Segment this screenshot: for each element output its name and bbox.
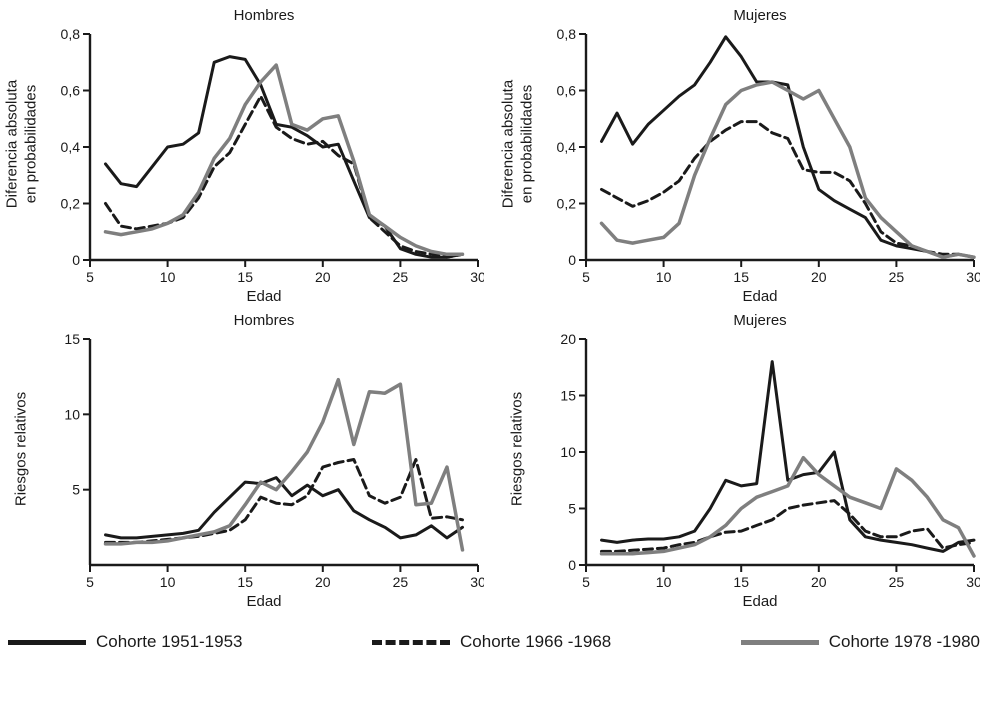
svg-text:30: 30: [966, 269, 980, 285]
svg-text:5: 5: [568, 501, 576, 517]
y-axis-label-line1: Riesgos relativos: [12, 392, 30, 507]
svg-text:25: 25: [889, 269, 905, 285]
y-axis-label-column: Diferencia absoluta en probabilidades: [496, 4, 540, 309]
svg-text:30: 30: [470, 574, 484, 590]
chart-mujeres-riesgos: Riesgos relativos Mujeres 0 5 10 15 20 5 10 15 2…: [496, 309, 992, 614]
y-axis-label: Diferencia absoluta en probabilidades: [3, 80, 41, 208]
svg-text:5: 5: [86, 269, 94, 285]
legend-label: Cohorte 1951-1953: [96, 632, 243, 651]
svg-text:10: 10: [656, 574, 672, 590]
chart-hombres-diferencia: Diferencia absoluta en probabilidades Ho…: [0, 4, 496, 309]
svg-text:15: 15: [237, 574, 253, 590]
legend-item-cohorte-1951-1953: Cohorte 1951-1953: [8, 632, 243, 652]
svg-text:0: 0: [568, 557, 576, 573]
svg-text:0: 0: [72, 252, 80, 268]
svg-text:15: 15: [560, 388, 576, 404]
svg-text:20: 20: [315, 574, 331, 590]
svg-text:25: 25: [393, 574, 409, 590]
series-line: [600, 35, 976, 259]
solid-gray-line-swatch: [740, 639, 819, 645]
y-axis-label-line1: Riesgos relativos: [508, 392, 526, 507]
legend-label: Cohorte 1978 -1980: [828, 632, 980, 651]
chart-hombres-riesgos: Riesgos relativos Hombres 5 10 15 5 10 15 20 25…: [0, 309, 496, 614]
x-axis-label: Edad: [742, 593, 778, 610]
chart-title: Hombres: [233, 7, 295, 24]
svg-text:15: 15: [237, 269, 253, 285]
svg-text:25: 25: [393, 269, 409, 285]
svg-text:0,8: 0,8: [557, 26, 577, 42]
solid-black-line-swatch: [8, 639, 86, 645]
y-axis-label-line1: Diferencia absoluta: [3, 80, 21, 209]
svg-text:10: 10: [560, 444, 576, 460]
svg-text:30: 30: [966, 574, 980, 590]
series-line: [600, 499, 976, 553]
y-axis-label-column: Riesgos relativos: [496, 309, 540, 614]
svg-text:15: 15: [733, 269, 749, 285]
svg-text:15: 15: [733, 574, 749, 590]
series-line: [103, 63, 465, 257]
svg-text:0: 0: [568, 252, 576, 268]
chart-canvas: 0 0,2 0,4 0,6 0,8 5 10 15 20 25 30: [557, 26, 980, 285]
y-axis-label-line2: en probabilidades: [22, 85, 39, 204]
svg-text:5: 5: [72, 482, 80, 498]
x-axis-label: Edad: [246, 288, 282, 305]
y-axis-label: Diferencia absoluta en probabilidades: [499, 80, 537, 208]
svg-text:5: 5: [582, 574, 590, 590]
svg-text:20: 20: [315, 269, 331, 285]
svg-text:0,4: 0,4: [61, 139, 81, 155]
series-line: [600, 360, 976, 553]
svg-text:0,6: 0,6: [557, 83, 577, 99]
chart-grid: Diferencia absoluta en probabilidades Ho…: [0, 4, 992, 614]
svg-text:10: 10: [64, 406, 80, 422]
series-line: [104, 94, 464, 259]
chart-main: Mujeres 0 0,2 0,4 0,6 0,8 5 10 15 20 25 30 Edad: [540, 4, 980, 309]
y-axis-label-line2: en probabilidades: [518, 85, 535, 204]
dashed-black-line-swatch: [372, 639, 451, 645]
chart-main: Hombres 0 0,2 0,4 0,6 0,8 5 10 15 20 25 30 Edad: [44, 4, 484, 309]
svg-text:20: 20: [811, 269, 827, 285]
legend-item-cohorte-1966-1968: Cohorte 1966 -1968: [372, 632, 611, 652]
series-line: [599, 80, 976, 259]
svg-text:10: 10: [160, 269, 176, 285]
legend: Cohorte 1951-1953 Cohorte 1966 -1968 Coh…: [0, 614, 992, 652]
y-axis-label-column: Riesgos relativos: [0, 309, 44, 614]
series-line: [103, 377, 465, 552]
chart-main: Hombres 5 10 15 5 10 15 20 25 30 Edad: [44, 309, 484, 614]
chart-title: Mujeres: [733, 312, 787, 329]
svg-text:10: 10: [656, 269, 672, 285]
y-axis-label-column: Diferencia absoluta en probabilidades: [0, 4, 44, 309]
svg-text:10: 10: [160, 574, 176, 590]
legend-label: Cohorte 1966 -1968: [460, 632, 612, 651]
svg-text:5: 5: [582, 269, 590, 285]
svg-text:5: 5: [86, 574, 94, 590]
chart-canvas: 0 0,2 0,4 0,6 0,8 5 10 15 20 25 30: [61, 26, 484, 285]
svg-text:0,2: 0,2: [61, 196, 81, 212]
svg-text:0,2: 0,2: [557, 196, 577, 212]
svg-text:30: 30: [470, 269, 484, 285]
chart-title: Mujeres: [733, 7, 787, 24]
svg-text:20: 20: [560, 331, 576, 347]
chart-canvas: 5 10 15 5 10 15 20 25 30: [64, 331, 484, 590]
svg-text:25: 25: [889, 574, 905, 590]
svg-text:0,4: 0,4: [557, 139, 577, 155]
legend-item-cohorte-1978-1980: Cohorte 1978 -1980: [740, 632, 980, 652]
chart-title: Hombres: [233, 312, 295, 329]
series-line: [599, 455, 976, 558]
chart-main: Mujeres 0 5 10 15 20 5 10 15 20 25 30 Edad: [540, 309, 980, 614]
chart-mujeres-diferencia: Diferencia absoluta en probabilidades Mu…: [496, 4, 992, 309]
series-line: [104, 55, 464, 259]
svg-text:0,6: 0,6: [61, 83, 81, 99]
x-axis-label: Edad: [742, 288, 778, 305]
x-axis-label: Edad: [246, 593, 282, 610]
y-axis-label: Riesgos relativos: [509, 392, 528, 506]
y-axis-label: Riesgos relativos: [13, 392, 32, 506]
svg-text:15: 15: [64, 331, 80, 347]
svg-text:20: 20: [811, 574, 827, 590]
series-line: [104, 476, 464, 540]
svg-text:0,8: 0,8: [61, 26, 81, 42]
series-line: [104, 458, 464, 544]
y-axis-label-line1: Diferencia absoluta: [499, 80, 517, 209]
